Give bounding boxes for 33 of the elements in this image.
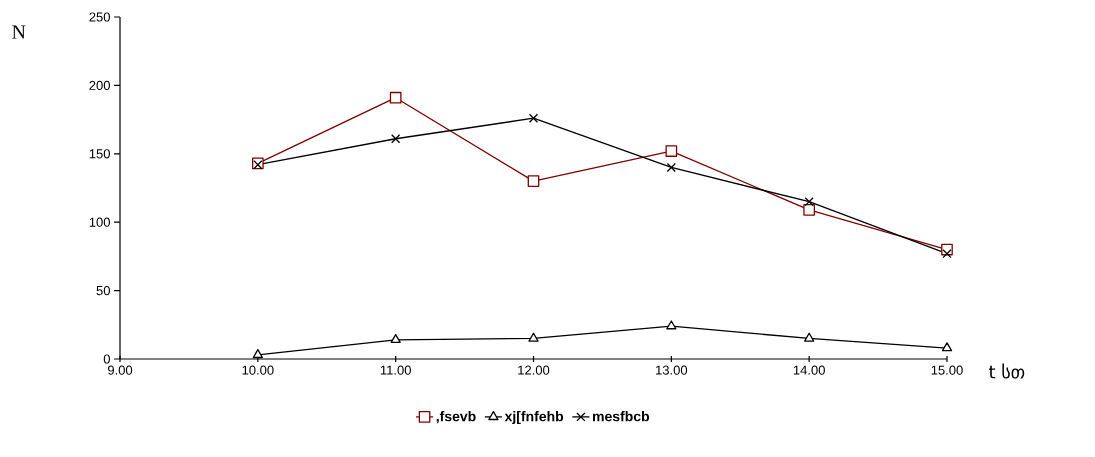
x-tick-label: 13.00: [656, 365, 688, 375]
point: [391, 134, 401, 144]
y-tick-label: 50: [96, 285, 110, 296]
point: [390, 333, 401, 344]
point: [942, 249, 952, 259]
point: [252, 349, 263, 359]
y-tick-label: 200: [89, 80, 110, 90]
point: [528, 113, 539, 123]
x-tick-label: 14.00: [793, 365, 825, 375]
point: [665, 145, 678, 157]
y-tick-label: 250: [89, 12, 110, 22]
point: [527, 175, 540, 187]
x-axis-title: t სთ: [989, 363, 1025, 379]
point: [803, 204, 816, 216]
y-tick-label: 0: [103, 354, 110, 364]
point: [666, 162, 676, 173]
y-axis-title: N: [12, 25, 26, 39]
point: [389, 91, 402, 104]
point: [666, 320, 677, 330]
y-tick-label: 100: [89, 217, 110, 227]
point: [941, 342, 953, 352]
x-tick-label: 11.00: [380, 365, 411, 375]
legend-label: mesfbcb: [592, 411, 650, 422]
x-tick-label: 12.00: [518, 365, 550, 375]
point: [528, 332, 539, 342]
y-tick-label: 150: [89, 149, 110, 159]
x-tick-label: 15.00: [931, 365, 963, 375]
x-tick-label: 10.00: [242, 365, 274, 375]
legend-label: ,fsevb: [436, 411, 476, 424]
point: [804, 332, 815, 342]
legend-label: xj[fnfehb: [504, 411, 564, 425]
point: [804, 197, 814, 207]
x-tick-label: 9.00: [107, 365, 133, 375]
